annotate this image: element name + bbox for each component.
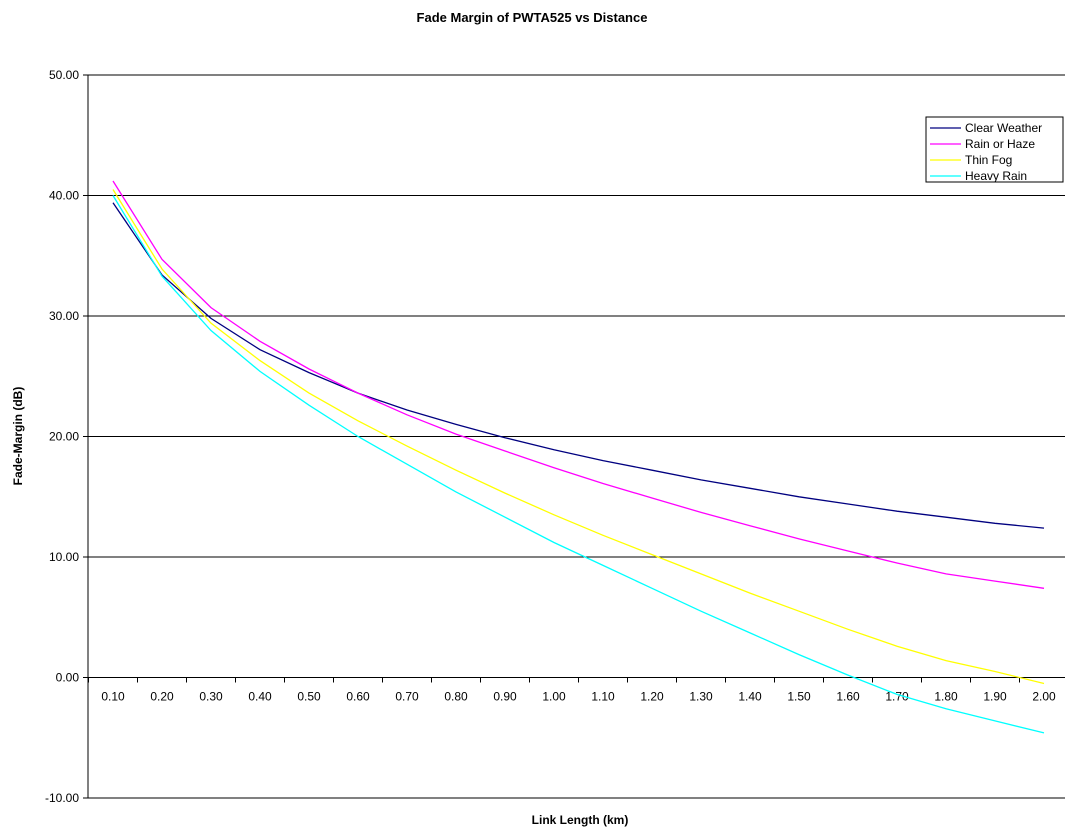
x-tick-label: 1.50 [787,690,811,704]
legend: Clear Weather Rain or Haze Thin Fog Heavy R… [925,116,1064,183]
x-tick-label: 1.80 [934,690,958,704]
series-lines [112,180,1045,734]
y-tick-label: -10.00 [45,791,79,805]
x-tick-label: 0.50 [297,690,321,704]
x-tick-label: 0.40 [248,690,272,704]
y-axis-title: Fade-Margin (dB) [11,387,25,486]
y-tick-label: 30.00 [49,309,79,323]
legend-label: Thin Fog [965,153,1012,167]
series-line-thin-fog [112,189,1045,685]
axes [83,74,1065,799]
y-tick-label: 40.00 [49,189,79,203]
series-line-clear-weather [112,202,1045,529]
x-axis-title: Link Length (km) [532,813,629,827]
y-tick-label: 0.00 [56,671,80,685]
y-tick-label: 10.00 [49,550,79,564]
legend-label: Heavy Rain [965,169,1027,183]
x-tick-label: 2.00 [1032,690,1056,704]
legend-label: Clear Weather [965,121,1042,135]
x-tick-label: 1.40 [738,690,762,704]
x-tick-label: 1.20 [640,690,664,704]
legend-label: Rain or Haze [965,137,1035,151]
x-tick-label: 1.60 [836,690,860,704]
x-tick-label: 0.70 [395,690,419,704]
x-tick-label: 0.10 [101,690,125,704]
x-tick-label: 1.70 [885,690,909,704]
x-tick-label: 1.10 [591,690,615,704]
x-tick-label: 0.80 [444,690,468,704]
x-tick-labels: 0.10 0.20 0.30 0.40 0.50 0.60 0.70 0.80 0.90 1.00… [101,690,1056,704]
series-line-heavy-rain [112,195,1045,734]
x-tick-label: 0.90 [493,690,517,704]
y-tick-label: 50.00 [49,68,79,82]
y-tick-label: 20.00 [49,430,79,444]
x-tick-label: 0.30 [199,690,223,704]
series-line-rain-or-haze [112,180,1045,589]
x-tick-label: 1.30 [689,690,713,704]
x-tick-label: 0.20 [150,690,174,704]
x-tick-label: 1.00 [542,690,566,704]
x-tick-label: 1.90 [983,690,1007,704]
y-tick-labels: -10.00 0.00 10.00 20.00 30.00 40.00 50.00 [45,68,79,805]
x-tick-label: 0.60 [346,690,370,704]
gridlines [88,74,1065,678]
chart-title: Fade Margin of PWTA525 vs Distance [417,10,648,25]
